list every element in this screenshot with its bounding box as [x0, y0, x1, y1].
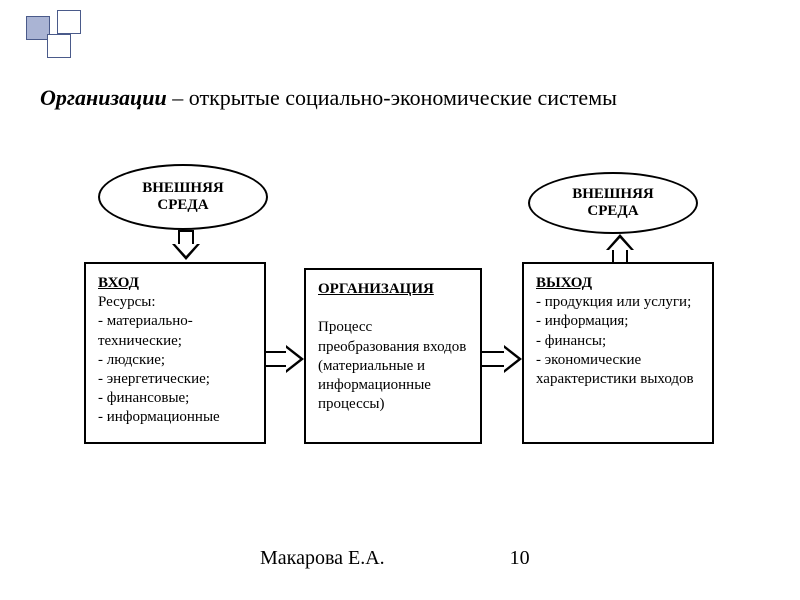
title-rest: – открытые социально-экономические систе… — [167, 85, 617, 110]
box-output-l3: - экономические характеристики выходов — [536, 352, 694, 387]
ellipse-env-right: ВНЕШНЯЯ СРЕДА — [528, 172, 698, 234]
decor-square-2 — [57, 10, 81, 34]
slide-footer: Макарова Е.А. 10 — [260, 547, 530, 570]
box-output: ВЫХОД - продукция или услуги; - информац… — [522, 262, 714, 444]
arrow-output-to-env — [606, 234, 634, 264]
box-output-l2: - финансы; — [536, 333, 606, 349]
box-output-l1: - информация; — [536, 313, 628, 329]
title-emph: Организации — [40, 85, 167, 110]
slide-title: Организации – открытые социально-экономи… — [40, 85, 617, 111]
box-input-l4: - финансовые; — [98, 390, 189, 406]
arrow-input-to-org — [264, 345, 304, 373]
decor-square-3 — [47, 34, 71, 58]
arrow-env-to-input — [172, 230, 200, 260]
box-input-l1: - материально-технические; — [98, 313, 193, 348]
ellipse-env-left: ВНЕШНЯЯ СРЕДА — [98, 164, 268, 230]
arrow-org-to-output — [480, 345, 522, 373]
box-input-heading: ВХОД — [98, 275, 139, 291]
footer-page: 10 — [510, 547, 530, 570]
box-output-l0: - продукция или услуги; — [536, 294, 691, 310]
footer-author: Макарова Е.А. — [260, 547, 385, 569]
box-organization: ОРГАНИЗАЦИЯ Процесс преобразования входо… — [304, 268, 482, 444]
box-org-heading: ОРГАНИЗАЦИЯ — [318, 281, 434, 297]
box-output-heading: ВЫХОД — [536, 275, 592, 291]
box-input-l0: Ресурсы: — [98, 294, 156, 310]
box-input-l3: - энергетические; — [98, 371, 210, 387]
box-org-l1: Процесс преобразования входов (материаль… — [318, 319, 466, 412]
box-input-l5: - информационные — [98, 409, 220, 425]
ellipse-left-line2: СРЕДА — [142, 197, 223, 214]
ellipse-left-line1: ВНЕШНЯЯ — [142, 180, 223, 197]
slide: Организации – открытые социально-экономи… — [0, 0, 800, 600]
ellipse-right-line1: ВНЕШНЯЯ — [572, 186, 653, 203]
box-input: ВХОД Ресурсы: - материально-технические;… — [84, 262, 266, 444]
ellipse-right-line2: СРЕДА — [572, 203, 653, 220]
box-input-l2: - людские; — [98, 352, 165, 368]
